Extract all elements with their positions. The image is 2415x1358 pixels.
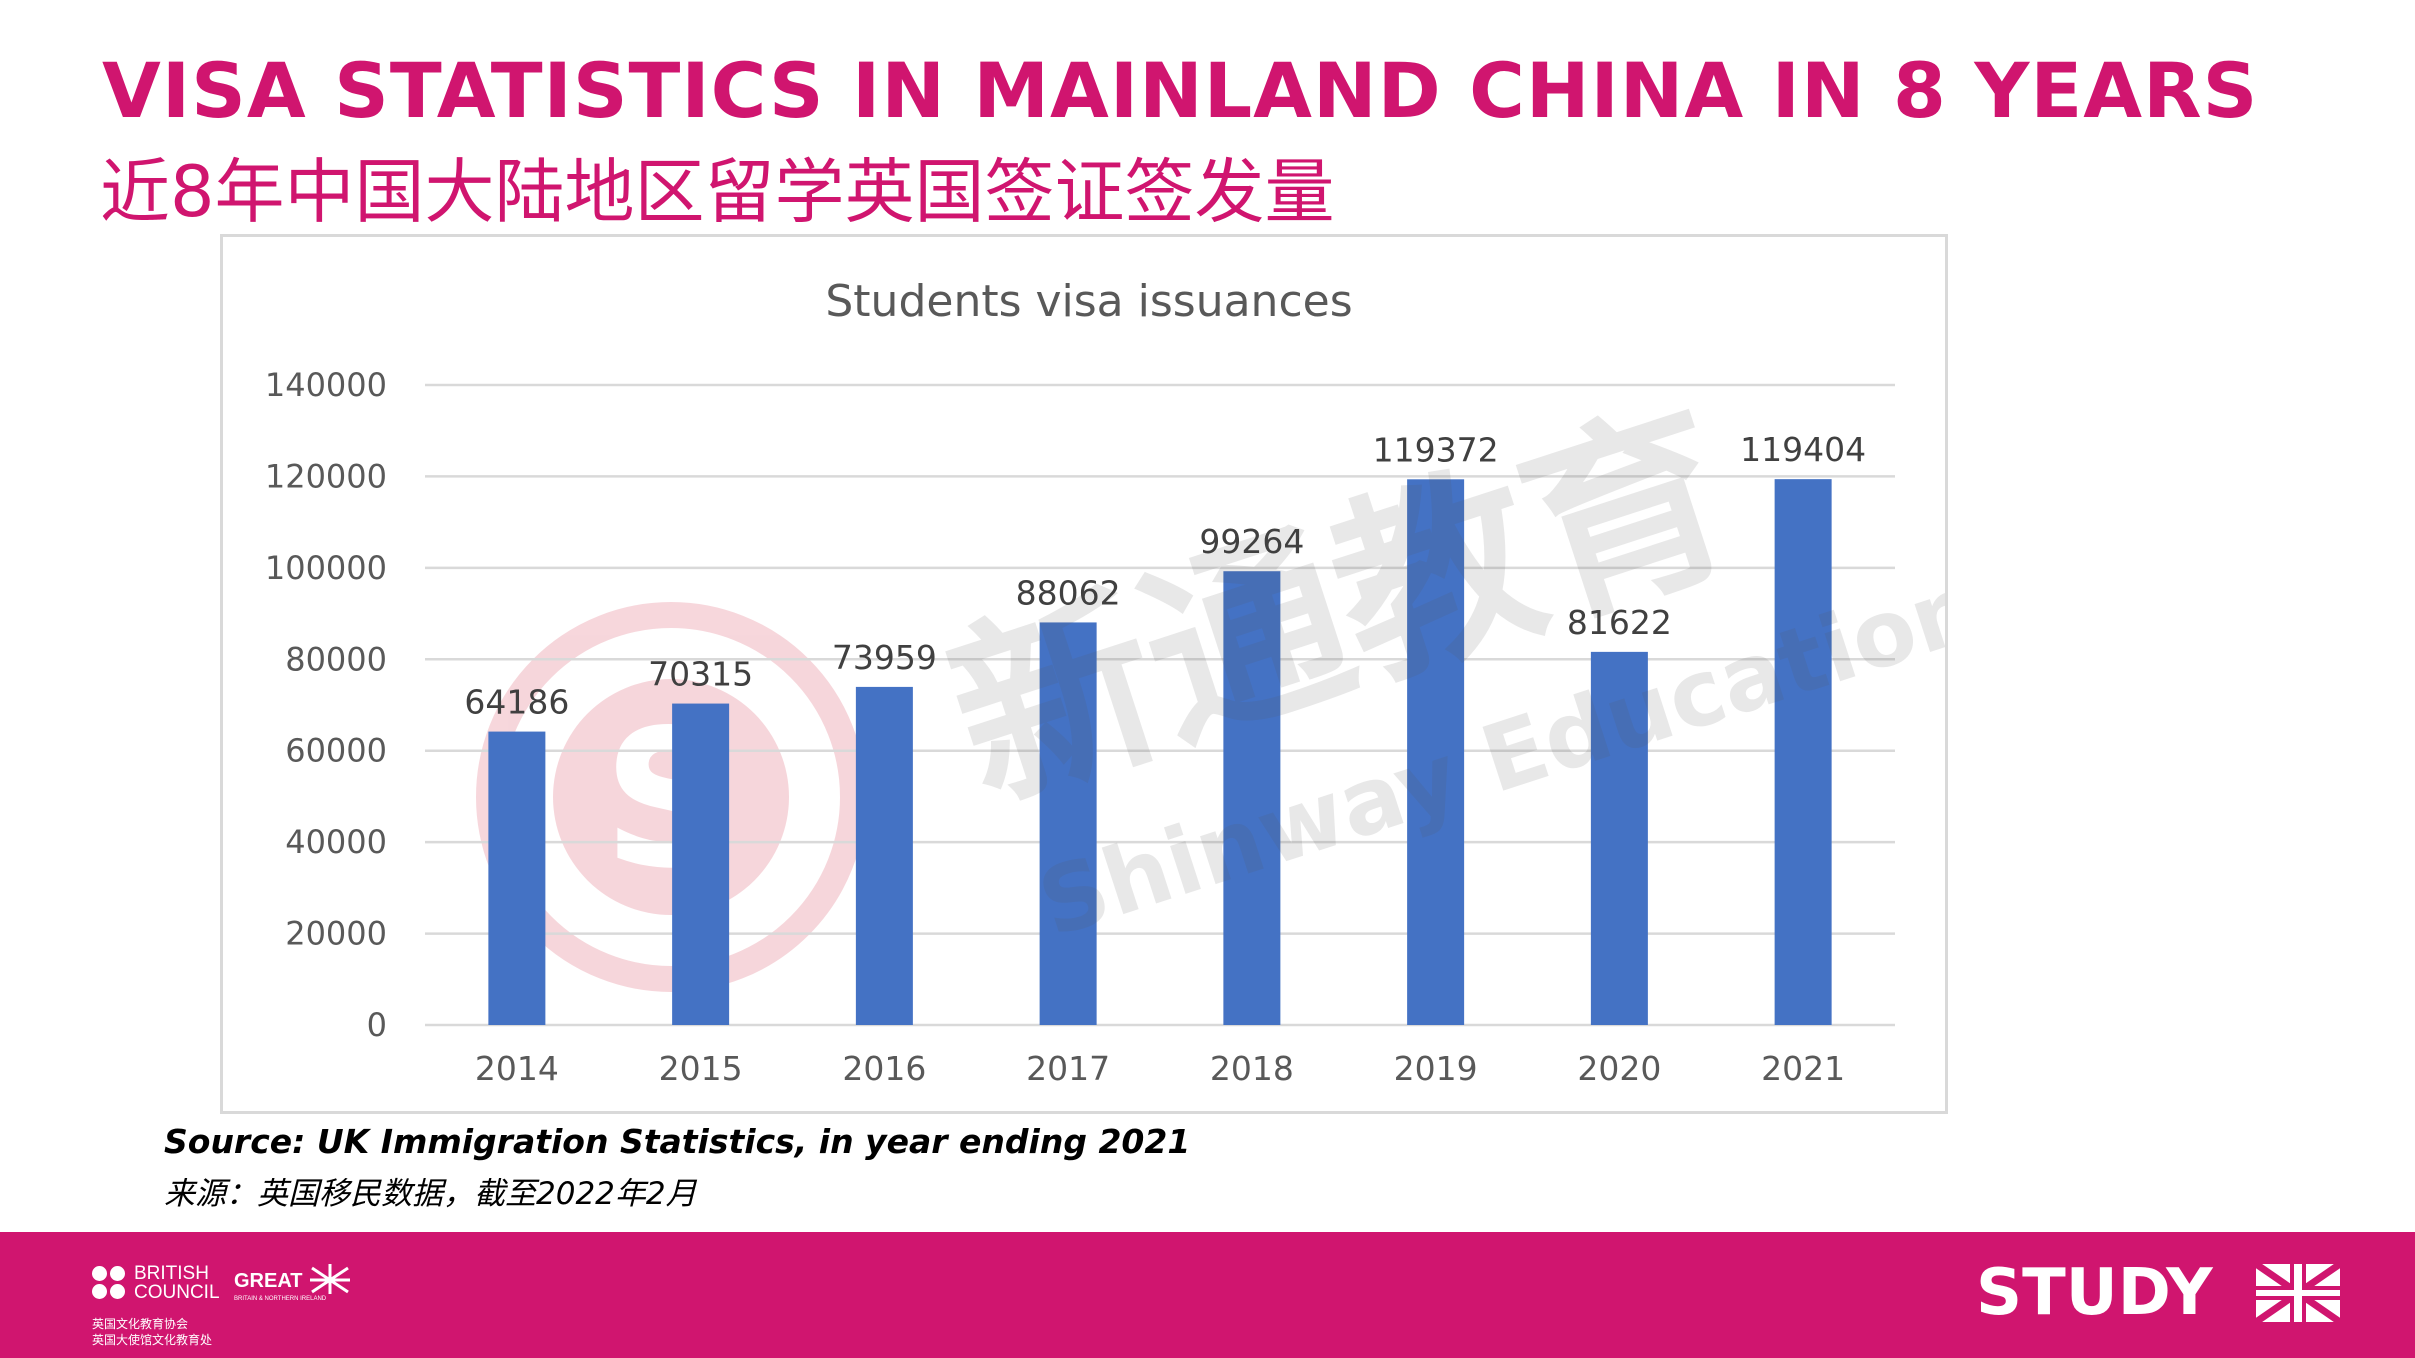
y-tick-label: 40000 — [285, 823, 387, 861]
gridlines — [425, 383, 1895, 1027]
page-subtitle-cn: 近8年中国大陆地区留学英国签证签发量 — [100, 151, 1335, 233]
british-council-cn: 英国文化教育协会 英国大使馆文化教育处 — [92, 1317, 213, 1347]
y-axis-ticks: 0 20000 40000 60000 80000 100000 120000 140000 — [265, 366, 387, 1044]
data-label-2020: 81622 — [1567, 603, 1672, 642]
y-tick-label: 0 — [367, 1006, 387, 1044]
bar-2017 — [1039, 622, 1097, 1025]
data-labels: 64186 70315 73959 88062 99264 119372 81622 1194… — [464, 430, 1866, 721]
x-tick-label-2014: 2014 — [475, 1049, 559, 1088]
data-label-2017: 88062 — [1016, 573, 1121, 612]
x-tick-label-2020: 2020 — [1577, 1049, 1661, 1088]
bars — [488, 479, 1832, 1025]
great-text: GREAT — [234, 1270, 303, 1292]
british-council-text: BRITISH COUNCIL — [134, 1263, 220, 1303]
chart-title: Students visa issuances — [825, 276, 1352, 327]
x-axis-ticks: 2014 2015 2016 2017 2018 2019 2020 2021 — [475, 1049, 1845, 1088]
y-tick-label: 80000 — [285, 640, 387, 678]
y-tick-label: 120000 — [265, 457, 387, 495]
study-uk-logo: STUDY — [1976, 1258, 2356, 1328]
bar-2015 — [672, 703, 730, 1025]
data-label-2021: 119404 — [1740, 430, 1866, 469]
x-tick-label-2021: 2021 — [1761, 1049, 1845, 1088]
x-tick-label-2016: 2016 — [842, 1049, 926, 1088]
bar-2018 — [1223, 571, 1281, 1025]
chart-frame: S 新通教育 Shinway Education 64186 70315 73959… — [220, 234, 1948, 1114]
x-tick-label-2017: 2017 — [1026, 1049, 1110, 1088]
y-tick-label: 20000 — [285, 915, 387, 953]
data-label-2016: 73959 — [832, 638, 937, 677]
bar-2019 — [1407, 479, 1465, 1025]
british-council-logo: BRITISH COUNCIL — [92, 1262, 222, 1306]
bar-2014 — [488, 731, 546, 1025]
y-tick-label: 140000 — [265, 366, 387, 404]
british-council-dots-icon — [92, 1266, 128, 1302]
source-note-cn: 来源：英国移民数据，截至2022年2月 — [164, 1176, 697, 1212]
page-title: VISA STATISTICS IN MAINLAND CHINA IN 8 Y… — [102, 46, 2259, 135]
footer-bar: BRITISH COUNCIL GREAT BRITAIN & NORTHERN… — [0, 1232, 2415, 1358]
great-logo: GREAT BRITAIN & NORTHERN IRELAND — [234, 1262, 354, 1310]
x-tick-label-2015: 2015 — [659, 1049, 743, 1088]
union-flag-icon — [310, 1264, 350, 1294]
source-note: Source: UK Immigration Statistics, in ye… — [164, 1122, 1191, 1161]
great-subtext: BRITAIN & NORTHERN IRELAND — [234, 1296, 327, 1302]
uk-flag-icon — [2256, 1264, 2340, 1322]
data-label-2015: 70315 — [648, 655, 753, 694]
x-tick-label-2018: 2018 — [1210, 1049, 1294, 1088]
bar-2016 — [855, 686, 913, 1025]
bar-2021 — [1774, 479, 1832, 1025]
y-tick-label: 60000 — [285, 732, 387, 770]
y-tick-label: 100000 — [265, 549, 387, 587]
data-label-2018: 99264 — [1199, 522, 1304, 561]
bar-2020 — [1590, 651, 1648, 1025]
study-text: STUDY — [1976, 1256, 2213, 1330]
data-label-2014: 64186 — [464, 683, 569, 722]
data-label-2019: 119372 — [1373, 430, 1499, 469]
x-tick-label-2019: 2019 — [1394, 1049, 1478, 1088]
